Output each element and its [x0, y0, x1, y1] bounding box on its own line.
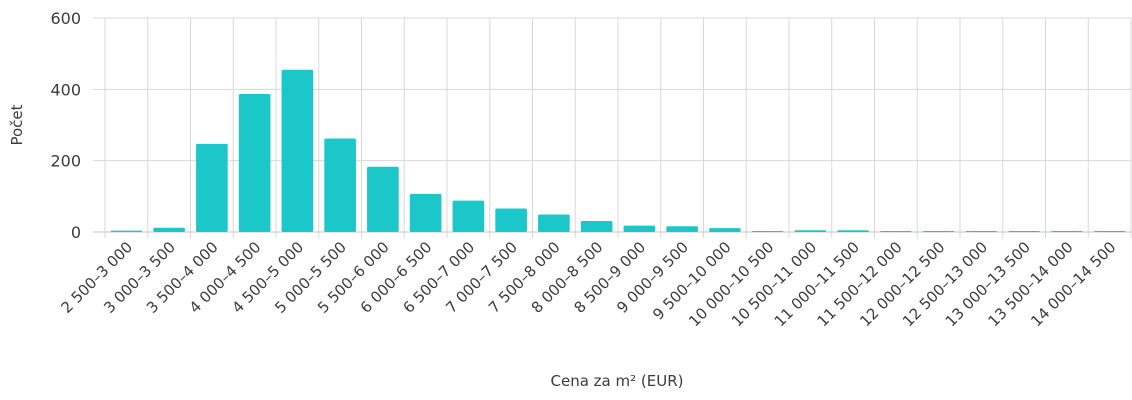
- histogram-bar: [110, 230, 143, 232]
- histogram-bar: [922, 231, 955, 232]
- histogram-bar: [1008, 231, 1040, 232]
- y-tick-label: 400: [50, 80, 81, 99]
- x-axis-title: Cena za m² (EUR): [551, 372, 684, 390]
- histogram-bar: [751, 231, 784, 232]
- bars: [110, 69, 1126, 232]
- histogram-bar: [623, 225, 656, 232]
- y-tick-label: 200: [50, 152, 81, 171]
- histogram-bar: [196, 143, 228, 232]
- histogram-bar: [452, 200, 485, 232]
- histogram-bar: [153, 227, 185, 232]
- histogram-bar: [495, 208, 527, 232]
- y-tick-label: 600: [50, 9, 81, 28]
- histogram-bar: [238, 93, 271, 232]
- histogram-bar: [666, 226, 698, 232]
- histogram-bar: [409, 193, 442, 232]
- histogram-bar: [324, 138, 356, 232]
- histogram-bar: [880, 231, 912, 232]
- histogram-bar: [367, 166, 399, 232]
- histogram-bar: [580, 220, 613, 232]
- y-tick-label: 0: [71, 223, 81, 242]
- histogram-bar: [837, 230, 869, 232]
- histogram-bar: [1051, 231, 1083, 232]
- histogram-bar: [1093, 231, 1126, 232]
- histogram-bar: [281, 69, 314, 232]
- histogram-bar: [794, 230, 827, 232]
- histogram-bar: [538, 214, 570, 232]
- histogram-bar: [965, 231, 998, 232]
- y-axis-title: Počet: [8, 104, 26, 145]
- histogram-bar: [709, 228, 741, 232]
- y-axis-ticks: 0 200 400 600: [50, 9, 81, 242]
